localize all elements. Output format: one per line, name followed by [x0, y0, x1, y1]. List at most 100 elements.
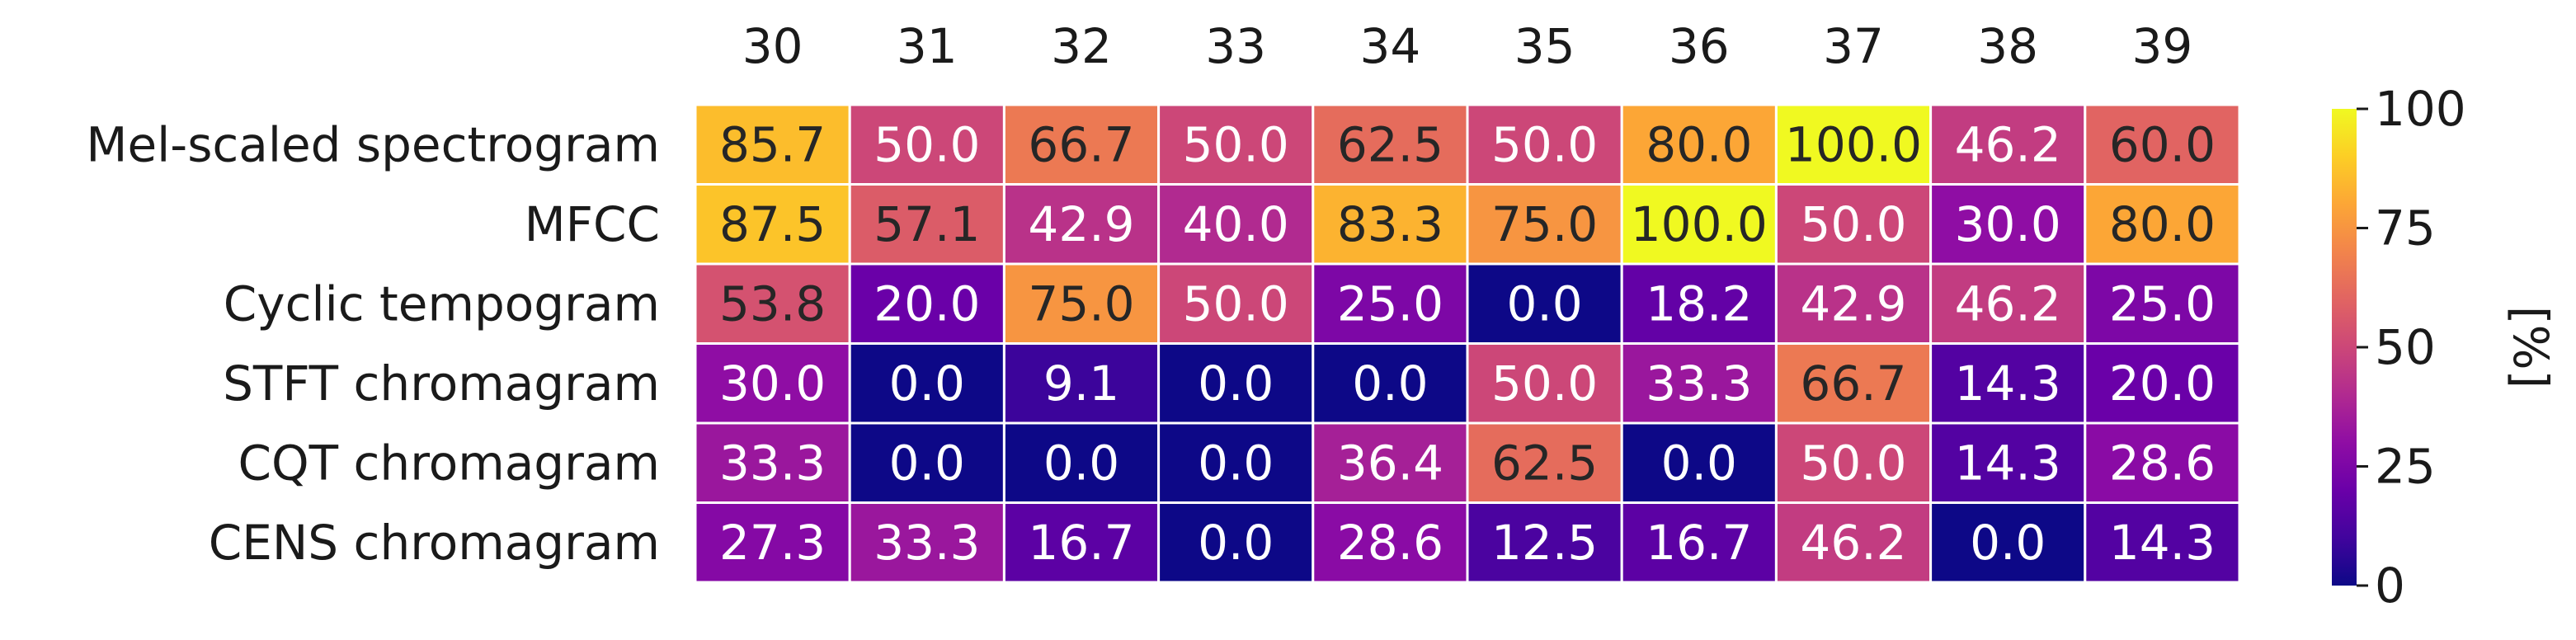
- cell-value-label: 0.0: [1043, 435, 1119, 491]
- column-label: 33: [1205, 18, 1266, 74]
- cell-value-label: 0.0: [1506, 275, 1582, 332]
- column-label: 32: [1051, 18, 1112, 74]
- cell-value-label: 30.0: [719, 355, 826, 412]
- heatmap-cell: [2084, 342, 2241, 425]
- cell-value-label: 9.1: [1043, 355, 1119, 412]
- heatmap-cell: [1157, 183, 1315, 266]
- cell-value-label: 50.0: [1800, 196, 1906, 252]
- row-labels: Mel-scaled spectrogram MFCC Cyclic tempogr…: [86, 116, 660, 571]
- heatmap-cell: [2084, 103, 2241, 186]
- row-label: CQT chromagram: [238, 435, 660, 491]
- cell-value-label: 100.0: [1631, 196, 1768, 252]
- cell-value-label: 87.5: [719, 196, 826, 252]
- cell-value-label: 40.0: [1183, 196, 1289, 252]
- heatmap-cell: [1002, 262, 1161, 345]
- cell-value-label: 14.3: [1955, 355, 2061, 412]
- cell-value-label: 36.4: [1337, 435, 1443, 491]
- cell-value-label: 66.7: [1028, 116, 1134, 172]
- cell-value-label: 50.0: [874, 116, 980, 172]
- column-label: 38: [1977, 18, 2038, 74]
- heatmap-cell: [2084, 183, 2241, 266]
- cell-value-label: 20.0: [2109, 355, 2216, 412]
- cell-value-label: 66.7: [1800, 355, 1906, 412]
- heatmap-cell: [1774, 103, 1933, 186]
- heatmap-cell: [1774, 421, 1933, 504]
- cell-value-label: 14.3: [2109, 515, 2216, 571]
- heatmap-cell: [2084, 262, 2241, 345]
- cell-value-label: 50.0: [1183, 116, 1289, 172]
- cell-value-label: 0.0: [1198, 435, 1274, 491]
- column-label: 31: [897, 18, 958, 74]
- cell-value-label: 62.5: [1491, 435, 1598, 491]
- colorbar-tick-label: 75: [2375, 200, 2436, 256]
- colorbar-tick-label: 0: [2375, 558, 2405, 614]
- cell-value-label: 27.3: [719, 515, 826, 571]
- column-label: 34: [1359, 18, 1420, 74]
- cell-value-label: 80.0: [2109, 196, 2216, 252]
- cell-value-label: 0.0: [889, 435, 965, 491]
- cell-value-label: 53.8: [719, 275, 826, 332]
- cell-value-label: 30.0: [1955, 196, 2061, 252]
- cell-value-label: 33.3: [1646, 355, 1752, 412]
- cell-value-label: 14.3: [1955, 435, 2061, 491]
- heatmap-cell: [2084, 501, 2241, 584]
- heatmap-cell: [1466, 421, 1623, 504]
- cell-value-label: 42.9: [1800, 275, 1906, 332]
- cell-value-label: 0.0: [889, 355, 965, 412]
- cell-value-label: 50.0: [1183, 275, 1289, 332]
- cell-value-label: 0.0: [1198, 355, 1274, 412]
- column-label: 35: [1514, 18, 1575, 74]
- heatmap-cell: [694, 103, 851, 186]
- cell-value-label: 46.2: [1955, 116, 2061, 172]
- cell-value-label: 33.3: [874, 515, 980, 571]
- cell-value-label: 28.6: [2109, 435, 2216, 491]
- cell-value-label: 80.0: [1646, 116, 1752, 172]
- row-label: CENS chromagram: [209, 515, 660, 571]
- heatmap-cell: [1312, 421, 1469, 504]
- colorbar-tick-label: 50: [2375, 319, 2436, 375]
- heatmap-cell: [1774, 183, 1933, 266]
- cell-value-label: 100.0: [1785, 116, 1922, 172]
- heatmap-cells: 85.7 50.0 66.7 50.0 62.5 50.0 80.0 100.0 46.2 60.…: [694, 103, 2241, 584]
- cell-value-label: 50.0: [1491, 355, 1598, 412]
- cell-value-label: 20.0: [874, 275, 980, 332]
- colorbar-label: [%]: [2503, 306, 2559, 388]
- cell-value-label: 46.2: [1800, 515, 1906, 571]
- cell-value-label: 33.3: [719, 435, 826, 491]
- cell-value-label: 57.1: [874, 196, 980, 252]
- cell-value-label: 28.6: [1337, 515, 1443, 571]
- column-label: 39: [2131, 18, 2192, 74]
- heatmap-cell: [1466, 342, 1623, 425]
- colorbar-ticks: 0 25 50 75 100: [2357, 81, 2466, 614]
- cell-value-label: 12.5: [1491, 515, 1598, 571]
- column-label: 37: [1823, 18, 1884, 74]
- heatmap-cell: [1929, 262, 2087, 345]
- cell-value-label: 85.7: [719, 116, 826, 172]
- colorbar-gradient: [2332, 109, 2357, 586]
- cell-value-label: 50.0: [1491, 116, 1598, 172]
- cell-value-label: 50.0: [1800, 435, 1906, 491]
- heatmap-cell: [1620, 421, 1778, 504]
- column-labels: 30 31 32 33 34 35 36 37 38 39: [742, 18, 2193, 74]
- heatmap-cell: [848, 103, 1005, 186]
- heatmap-cell: [1157, 501, 1315, 584]
- heatmap-cell: [694, 342, 851, 425]
- heatmap-cell: [1929, 183, 2087, 266]
- cell-value-label: 0.0: [1970, 515, 2046, 571]
- cell-value-label: 46.2: [1955, 275, 2061, 332]
- cell-value-label: 25.0: [1337, 275, 1443, 332]
- cell-value-label: 62.5: [1337, 116, 1443, 172]
- cell-value-label: 60.0: [2109, 116, 2216, 172]
- row-label: Cyclic tempogram: [224, 275, 660, 332]
- row-label: MFCC: [525, 196, 660, 252]
- cell-value-label: 83.3: [1337, 196, 1443, 252]
- heatmap-cell: [1774, 262, 1933, 345]
- cell-value-label: 0.0: [1661, 435, 1737, 491]
- cell-value-label: 42.9: [1028, 196, 1134, 252]
- heatmap-cell: [1929, 501, 2087, 584]
- cell-value-label: 18.2: [1646, 275, 1752, 332]
- heatmap-cell: [1620, 342, 1778, 425]
- heatmap-cell: [1620, 501, 1778, 584]
- heatmap-cell: [694, 262, 851, 345]
